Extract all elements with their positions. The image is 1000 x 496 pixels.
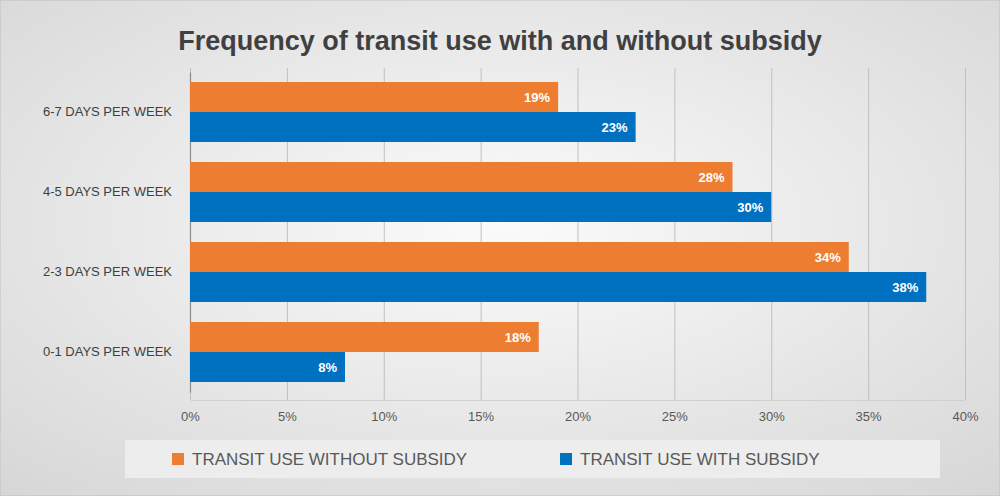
bar <box>190 322 539 352</box>
data-label: 18% <box>505 330 531 345</box>
legend-swatch <box>172 453 184 465</box>
y-tick: 4-5 DAYS PER WEEK <box>43 184 190 199</box>
data-label: 34% <box>815 250 841 265</box>
y-axis: 6-7 DAYS PER WEEK 4-5 DAYS PER WEEK 2-3 DA… <box>43 73 191 393</box>
legend: TRANSIT USE WITHOUT SUBSIDY TRANSIT USE W… <box>125 440 940 478</box>
y-tick: 2-3 DAYS PER WEEK <box>43 264 190 279</box>
axis-line <box>191 400 966 401</box>
category-label: 0-1 DAYS PER WEEK <box>43 344 172 359</box>
category-label: 6-7 DAYS PER WEEK <box>43 104 172 119</box>
data-label: 38% <box>892 280 918 295</box>
x-tick-label: 20% <box>565 409 591 424</box>
y-tick: 6-7 DAYS PER WEEK <box>43 104 190 119</box>
x-tick-label: 30% <box>759 409 785 424</box>
bar <box>190 162 733 192</box>
x-axis: 0% 5% 10% 15% 20% 25% 30% 35% 40% <box>181 68 979 424</box>
x-tick-label: 0% <box>181 409 200 424</box>
chart: Frequency of transit use with and withou… <box>0 0 1000 496</box>
bar <box>190 352 345 382</box>
bars <box>190 82 926 382</box>
series <box>190 112 926 382</box>
grid-line <box>771 68 772 400</box>
bar <box>190 112 636 142</box>
data-label: 19% <box>524 90 550 105</box>
category-label: 4-5 DAYS PER WEEK <box>43 184 172 199</box>
grid-line <box>868 68 869 400</box>
category-label: 2-3 DAYS PER WEEK <box>43 264 172 279</box>
data-label: 30% <box>737 200 763 215</box>
legend-box <box>125 440 940 478</box>
data-label: 28% <box>698 170 724 185</box>
legend-swatch <box>560 453 572 465</box>
data-label: 8% <box>318 360 337 375</box>
x-tick: 35% <box>856 68 882 424</box>
data-labels: 19% 28% 34% 18% 23% 30% 38% 8% <box>318 90 918 375</box>
y-tick: 0-1 DAYS PER WEEK <box>43 344 190 359</box>
x-tick-label: 5% <box>278 409 297 424</box>
grid-line <box>674 68 675 400</box>
series <box>190 82 849 352</box>
x-tick-label: 15% <box>468 409 494 424</box>
x-tick-label: 10% <box>371 409 397 424</box>
data-label: 23% <box>602 120 628 135</box>
bar <box>190 82 558 112</box>
background <box>0 0 1000 496</box>
x-tick-label: 35% <box>856 409 882 424</box>
bar <box>190 272 926 302</box>
grid-line <box>965 68 966 400</box>
bar <box>190 192 771 222</box>
legend-label: TRANSIT USE WITH SUBSIDY <box>580 450 820 469</box>
x-tick-label: 25% <box>662 409 688 424</box>
bar <box>190 242 849 272</box>
title: Frequency of transit use with and withou… <box>178 26 822 56</box>
legend-label: TRANSIT USE WITHOUT SUBSIDY <box>192 450 467 469</box>
x-tick-label: 40% <box>952 409 978 424</box>
x-tick: 40% <box>952 68 978 424</box>
